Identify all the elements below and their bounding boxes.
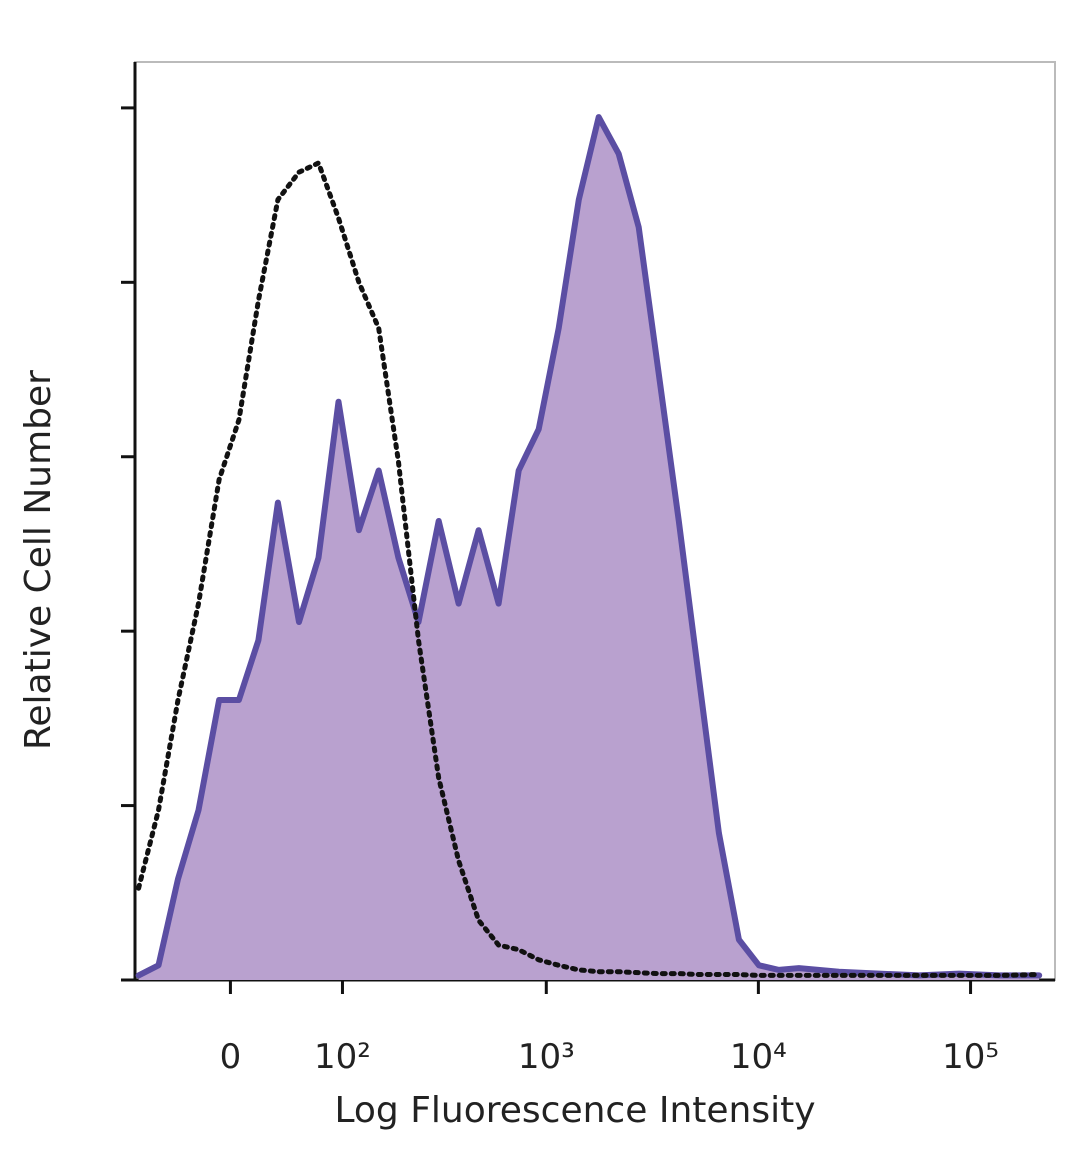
x-axis-title: Log Fluorescence Intensity xyxy=(334,1090,815,1131)
histogram-line xyxy=(135,114,1043,979)
x-tick-label: 10² xyxy=(314,1037,371,1077)
x-tick-label: 10⁴ xyxy=(730,1037,787,1077)
histogram-area xyxy=(138,117,1040,981)
x-tick-label: 0 xyxy=(220,1037,242,1077)
x-tick-label: 10³ xyxy=(518,1037,575,1077)
x-tick-label: 10⁵ xyxy=(942,1037,999,1077)
histogram-line xyxy=(136,160,1042,978)
y-axis-title: Relative Cell Number xyxy=(18,370,59,750)
